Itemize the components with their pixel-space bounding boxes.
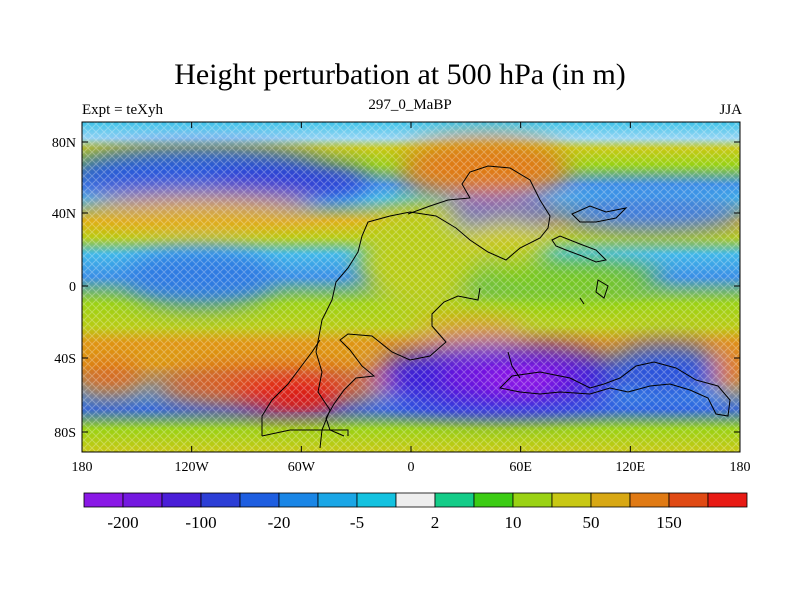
lat-tick-label: 0: [69, 280, 76, 295]
coastlines: [261, 165, 731, 449]
colorbar-swatch: [551, 492, 592, 508]
colorbar-label: 150: [656, 513, 682, 532]
colorbar-swatch: [473, 492, 514, 508]
colorbar-label: 10: [505, 513, 522, 532]
colorbar-label: -5: [350, 513, 364, 532]
lon-tick-label: 60W: [288, 460, 316, 475]
colorbar-swatch: [83, 492, 124, 508]
lon-tick-label: 0: [408, 460, 415, 475]
lat-tick-label: 80S: [54, 426, 76, 441]
contour-field: [82, 122, 740, 452]
lon-tick-label: 180: [72, 460, 93, 475]
colorbar-swatch: [239, 492, 280, 508]
colorbar-swatch: [278, 492, 319, 508]
colorbar-swatch: [356, 492, 397, 508]
map-title: Height perturbation at 500 hPa (in m): [174, 58, 626, 91]
colorbar-label: -200: [107, 513, 138, 532]
colorbar-label: 2: [431, 513, 440, 532]
colorbar-swatch: [122, 492, 163, 508]
period-label: 297_0_MaBP: [368, 97, 452, 113]
latitude-axis: 80N 40N 0 40S 80S: [52, 136, 740, 441]
lon-tick-label: 120W: [175, 460, 210, 475]
lat-tick-label: 80N: [52, 136, 76, 151]
lon-tick-label: 120E: [616, 460, 646, 475]
colorbar-label: -100: [185, 513, 216, 532]
colorbar-swatch: [434, 492, 475, 508]
longitude-axis: 180 120W 60W 0 60E 120E 180: [72, 122, 751, 475]
colorbar-swatch: [668, 492, 709, 508]
colorbar-swatch: [512, 492, 553, 508]
colorbar-swatch: [707, 492, 748, 508]
lat-tick-label: 40N: [52, 207, 76, 222]
colorbar-swatch: [317, 492, 358, 508]
lon-tick-label: 180: [730, 460, 751, 475]
lon-tick-label: 60E: [509, 460, 532, 475]
season-label: JJA: [719, 102, 742, 118]
colorbar-swatch: [161, 492, 202, 508]
colorbar-swatch: [629, 492, 670, 508]
colorbar-swatch: [395, 492, 436, 508]
colorbar-swatch: [590, 492, 631, 508]
colorbar-label: -20: [268, 513, 291, 532]
experiment-label: Expt = teXyh: [82, 102, 163, 118]
colorbar-swatch: [200, 492, 241, 508]
colorbar-label: 50: [583, 513, 600, 532]
lat-tick-label: 40S: [54, 352, 76, 367]
